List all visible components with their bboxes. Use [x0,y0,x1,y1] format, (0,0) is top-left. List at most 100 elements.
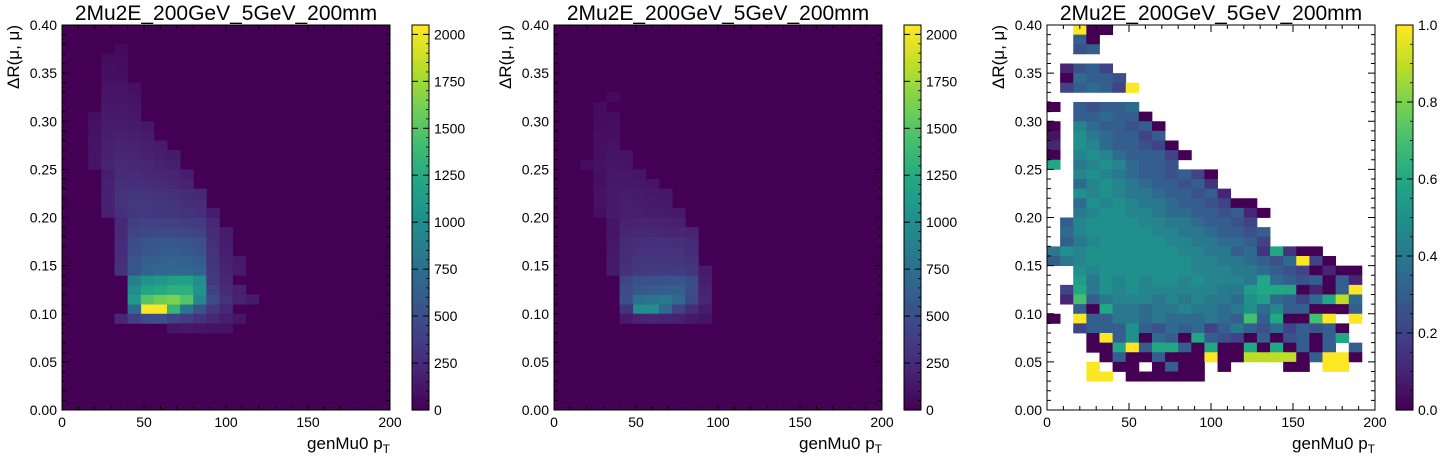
colorbar-segment [1396,190,1413,195]
heatmap-cell [1151,323,1166,334]
heatmap-cell [1191,207,1205,218]
heatmap-cell [1060,227,1074,238]
colorbar-segment [412,361,429,366]
heatmap-panel-2: 0 50 100 150 200 0.00 0.05 0.10 0.15 0.20 0.25 0.30… [496,2,957,456]
heatmap-cell [1165,179,1179,190]
heatmap-cell [1086,63,1100,74]
heatmap-cell [1125,246,1140,257]
heatmap-cell [101,198,115,209]
colorbar-segment [1396,202,1413,207]
heatmap-cell [1060,217,1074,228]
y-tick-label: 0.10 [522,306,549,322]
y-tick-label: 0.30 [522,113,549,129]
heatmap-cell [1217,361,1232,372]
colorbar-segment [1396,376,1413,381]
heatmap-cell [1191,217,1205,228]
heatmap-cell [1348,304,1363,315]
heatmap-cell [1270,352,1284,363]
heatmap-cell [1073,236,1087,247]
colorbar-segment [412,148,429,152]
heatmap-cell [1243,236,1258,247]
heatmap-cell [1086,256,1100,267]
heatmap-cell [1322,256,1337,267]
heatmap-cell [1151,313,1166,324]
heatmap-cell [219,275,233,286]
heatmap-cell [88,111,102,122]
heatmap-cell [1073,179,1087,190]
colorbar-segment [904,43,921,47]
colorbar-segment [1396,340,1413,345]
colorbar-tick-label: 0.0 [1418,402,1438,418]
colorbar-segment [1396,358,1413,363]
heatmap-cell [619,246,634,257]
heatmap-cell [1099,150,1113,161]
heatmap-cell [1125,265,1140,276]
heatmap-cell [1047,256,1061,267]
heatmap-cell [1283,313,1297,324]
colorbar-segment [904,142,921,146]
heatmap-cell [114,130,128,141]
colorbar-segment [412,208,429,213]
colorbar-segment [904,160,921,164]
colorbar-segment [1396,286,1413,291]
heatmap-cell [1086,140,1100,151]
heatmap-cell [219,294,233,305]
colorbar-segment [904,97,921,101]
heatmap-cell [1230,227,1245,238]
colorbar-segment [412,34,429,38]
heatmap-cell [180,188,194,199]
colorbar-segment [1396,46,1413,50]
heatmap-cell [1243,256,1258,267]
heatmap-cell [1165,246,1179,257]
heatmap-cell [1151,265,1166,276]
heatmap-cell [658,275,673,286]
heatmap-cell [658,246,673,257]
colorbar-segment [904,127,921,131]
heatmap-cell [1151,352,1166,363]
heatmap-cell [1112,313,1127,324]
heatmap-cell [180,304,194,315]
heatmap-cell [166,236,181,247]
heatmap-cell [1178,284,1192,295]
heatmap-cell [1296,275,1310,286]
colorbar-segment [412,94,429,98]
colorbar-segment [1396,118,1413,122]
colorbar-segment [1396,367,1413,372]
heatmap-cell [1178,275,1192,286]
heatmap-cell [1243,198,1258,209]
heatmap-cell [1099,294,1113,305]
heatmap-cell [88,140,102,151]
heatmap-cell [1230,352,1245,363]
colorbar-segment [1396,214,1413,219]
heatmap-cell [153,159,168,170]
colorbar-segment [412,46,429,50]
colorbar-segment [412,79,429,83]
heatmap-cell [127,82,142,93]
heatmap-cell [672,294,686,305]
heatmap-cell [180,256,194,267]
colorbar-segment [412,364,429,369]
heatmap-cell [619,236,634,247]
heatmap-cell [619,284,634,295]
heatmap-cell [153,140,168,151]
heatmap-cell [1191,304,1205,315]
colorbar-segment [1396,373,1413,378]
x-axis-label: genMu0 pT [799,434,883,456]
heatmap-cell [1086,265,1100,276]
heatmap-cell [1230,294,1245,305]
colorbar-tick-label: 1750 [434,73,465,89]
heatmap-cell [1309,246,1323,257]
heatmap-cell [140,275,155,286]
heatmap-cell [140,150,155,161]
colorbar-segment [1396,250,1413,255]
y-axis-label: ΔR(μ, μ) [496,25,515,89]
heatmap-cell [1204,333,1218,344]
heatmap-cell [1112,256,1127,267]
colorbar-segment [1396,160,1413,164]
heatmap-cell [140,313,155,324]
heatmap-cell [101,188,115,199]
heatmap-cell [114,63,128,74]
colorbar-segment [1396,25,1413,29]
heatmap-cell [1283,265,1297,276]
heatmap-cell [219,246,233,257]
